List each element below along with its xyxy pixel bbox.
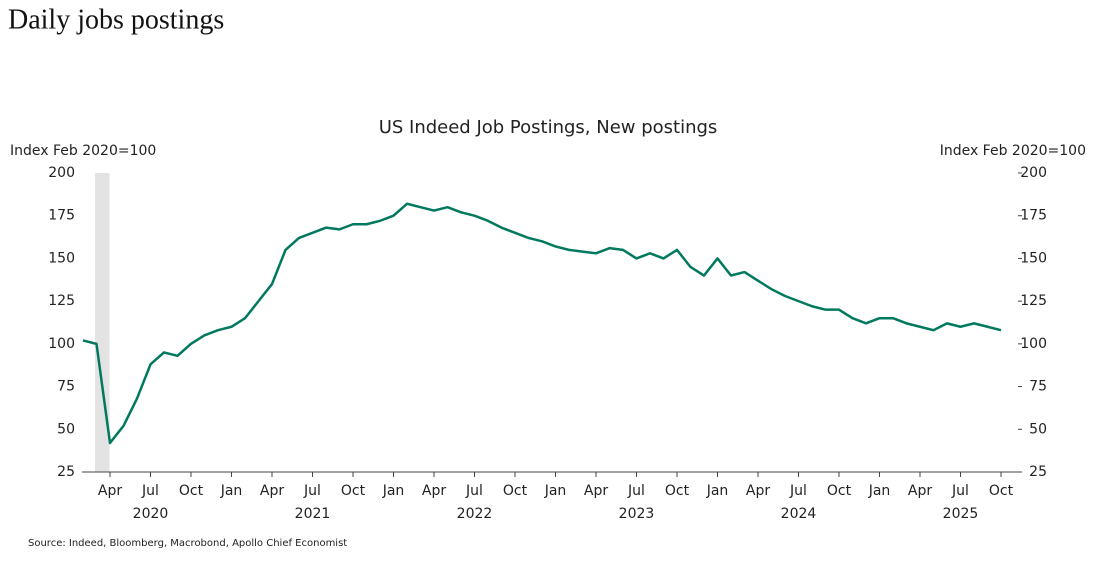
x-tick-label: Apr xyxy=(746,483,770,499)
y-tick-label: 25 xyxy=(57,464,75,480)
x-tick-label: Oct xyxy=(827,483,852,499)
year-label: 2021 xyxy=(295,506,331,522)
x-tick-label: Oct xyxy=(341,483,366,499)
source-note: Source: Indeed, Bloomberg, Macrobond, Ap… xyxy=(28,538,347,549)
y-tick-label: 125 xyxy=(48,293,75,309)
y-tick-label: 50 xyxy=(57,421,75,437)
year-label: 2025 xyxy=(943,506,979,522)
x-tick-label: Oct xyxy=(179,483,204,499)
x-tick-label: Jan xyxy=(220,483,243,499)
y2-tick-label: 175 xyxy=(1020,208,1047,224)
year-label: 2022 xyxy=(457,506,493,522)
data-line xyxy=(82,202,1002,445)
y-tick-label: 75 xyxy=(57,379,75,395)
x-tick-label: Jul xyxy=(627,483,645,499)
y-tick-label: 200 xyxy=(48,165,75,181)
x-tick-label: Jul xyxy=(303,483,321,499)
x-tick-label: Jul xyxy=(141,483,159,499)
y2-tick-label: 200 xyxy=(1020,165,1047,181)
y-tick-label: 100 xyxy=(48,336,75,352)
y2-axis-title: Index Feb 2020=100 xyxy=(940,143,1086,159)
x-tick-label: Jan xyxy=(868,483,891,499)
year-label: 2024 xyxy=(781,506,817,522)
y-tick-label: 150 xyxy=(48,250,75,266)
page-header: Daily jobs postings xyxy=(8,4,224,35)
x-tick-label: Oct xyxy=(665,483,690,499)
x-tick-label: Jan xyxy=(706,483,729,499)
y2-tick-label: 50 xyxy=(1029,421,1047,437)
y2-tick-label: 150 xyxy=(1020,250,1047,266)
y-tick-label: 175 xyxy=(48,208,75,224)
x-tick-label: Apr xyxy=(98,483,122,499)
y2-tick-label: 100 xyxy=(1020,336,1047,352)
year-label: 2020 xyxy=(133,506,169,522)
x-tick-label: Apr xyxy=(260,483,284,499)
x-tick-label: Jul xyxy=(951,483,969,499)
x-tick-label: Jan xyxy=(544,483,567,499)
x-tick-label: Oct xyxy=(989,483,1014,499)
x-tick-label: Jan xyxy=(382,483,405,499)
y-axis-title: Index Feb 2020=100 xyxy=(10,143,156,159)
x-tick-label: Apr xyxy=(584,483,608,499)
y2-tick-label: 125 xyxy=(1020,293,1047,309)
recession-shade xyxy=(95,173,110,472)
y2-tick-label: 75 xyxy=(1029,379,1047,395)
year-label: 2023 xyxy=(619,506,655,522)
x-tick-label: Oct xyxy=(503,483,528,499)
y2-tick-label: 25 xyxy=(1029,464,1047,480)
x-tick-label: Jul xyxy=(789,483,807,499)
x-tick-label: Jul xyxy=(465,483,483,499)
x-tick-label: Apr xyxy=(422,483,446,499)
chart-title: US Indeed Job Postings, New postings xyxy=(379,117,718,138)
x-tick-label: Apr xyxy=(908,483,932,499)
